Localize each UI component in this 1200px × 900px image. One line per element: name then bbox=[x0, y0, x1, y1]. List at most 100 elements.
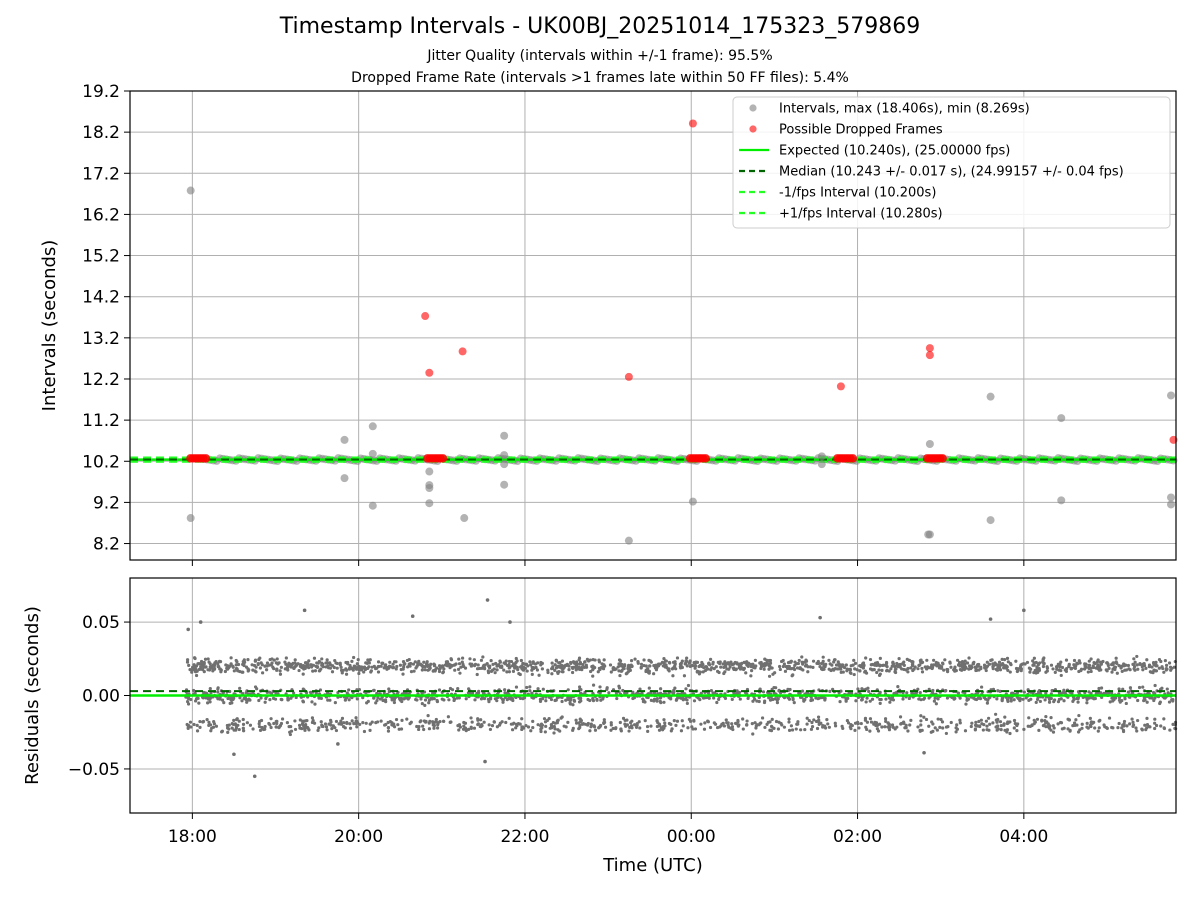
residual-point bbox=[571, 660, 576, 664]
residual-point bbox=[358, 666, 363, 670]
residual-point bbox=[699, 691, 703, 695]
residual-point bbox=[286, 668, 290, 672]
residual-point bbox=[987, 716, 991, 720]
residual-point bbox=[1028, 670, 1032, 674]
residual-point bbox=[505, 698, 509, 702]
residual-point bbox=[655, 719, 659, 723]
residual-point bbox=[853, 728, 857, 733]
residual-point bbox=[877, 668, 881, 672]
residual-point bbox=[652, 691, 657, 695]
residual-point bbox=[712, 667, 716, 671]
residual-point bbox=[875, 727, 879, 731]
residual-point bbox=[964, 702, 968, 706]
residual-point bbox=[218, 667, 222, 671]
residual-point bbox=[228, 701, 232, 705]
residual-point bbox=[1055, 667, 1059, 671]
residual-point bbox=[780, 723, 784, 727]
residual-point bbox=[1167, 700, 1172, 704]
residual-point bbox=[770, 725, 774, 729]
dropped-frame-point bbox=[925, 344, 934, 353]
residual-point bbox=[539, 663, 543, 667]
residual-point bbox=[753, 658, 757, 663]
residual-point bbox=[675, 656, 680, 660]
residual-point bbox=[1145, 658, 1149, 662]
residual-point bbox=[641, 697, 645, 701]
interval-outlier-point bbox=[624, 536, 633, 545]
residual-point bbox=[435, 726, 440, 730]
residual-point bbox=[938, 664, 942, 669]
residual-point bbox=[807, 718, 811, 723]
residual-point bbox=[470, 720, 474, 724]
residual-point bbox=[841, 726, 845, 731]
residual-point bbox=[222, 701, 226, 705]
residual-point bbox=[209, 729, 213, 733]
residual-point bbox=[984, 668, 988, 673]
residual-point bbox=[844, 696, 848, 701]
residual-point bbox=[991, 667, 995, 671]
residual-point bbox=[911, 668, 915, 673]
residual-point bbox=[1136, 698, 1140, 703]
residual-point bbox=[357, 671, 361, 676]
residual-point bbox=[662, 718, 666, 722]
residual-point bbox=[1137, 685, 1142, 690]
residual-point bbox=[601, 667, 606, 671]
residual-point bbox=[401, 659, 406, 664]
residual-point bbox=[340, 716, 345, 721]
dropped-cluster-point bbox=[701, 454, 710, 463]
residual-point bbox=[581, 722, 585, 726]
residual-point bbox=[617, 669, 621, 673]
residual-point bbox=[746, 664, 750, 668]
residual-point bbox=[895, 725, 899, 729]
residual-point bbox=[1116, 726, 1120, 730]
residual-point bbox=[541, 687, 545, 691]
residual-point bbox=[827, 658, 831, 662]
residual-point bbox=[399, 727, 404, 731]
residual-point bbox=[186, 699, 190, 704]
residual-point bbox=[574, 718, 578, 722]
residual-point bbox=[1056, 664, 1060, 668]
residual-point bbox=[1084, 665, 1088, 669]
legend-label: Median (10.243 +/- 0.017 s), (24.99157 +… bbox=[779, 165, 1124, 180]
residual-point bbox=[850, 723, 854, 728]
residual-point bbox=[922, 715, 926, 719]
residual-point bbox=[186, 702, 191, 706]
residual-point bbox=[949, 665, 953, 669]
residual-point bbox=[790, 728, 795, 732]
residual-point bbox=[343, 698, 347, 702]
residual-point bbox=[457, 662, 462, 666]
residual-point bbox=[808, 665, 813, 669]
residual-point bbox=[819, 721, 823, 725]
residual-point bbox=[238, 686, 242, 690]
residual-point bbox=[355, 662, 359, 666]
residual-point bbox=[390, 723, 394, 727]
residual-point bbox=[590, 718, 595, 722]
residual-point bbox=[868, 699, 872, 703]
residual-point bbox=[576, 666, 580, 671]
residual-point bbox=[308, 690, 313, 694]
residual-point bbox=[1088, 716, 1092, 720]
residual-point bbox=[589, 725, 593, 729]
residual-point bbox=[931, 688, 935, 693]
residual-point bbox=[884, 719, 888, 723]
residual-point bbox=[237, 719, 241, 723]
residual-point bbox=[671, 674, 675, 678]
residual-point bbox=[1072, 697, 1076, 702]
interval-outlier-point bbox=[688, 497, 697, 506]
interval-outlier-point bbox=[500, 431, 509, 440]
residual-point bbox=[979, 718, 983, 722]
residual-point bbox=[1157, 658, 1162, 662]
residual-point bbox=[578, 661, 583, 665]
residual-point bbox=[325, 728, 329, 732]
residual-point bbox=[312, 656, 317, 660]
residual-point bbox=[974, 723, 978, 728]
residual-point bbox=[648, 664, 652, 668]
residual-point bbox=[323, 722, 328, 726]
residual-point bbox=[549, 697, 554, 702]
residual-point bbox=[371, 688, 376, 693]
residual-point bbox=[932, 699, 936, 703]
residual-point bbox=[574, 662, 578, 666]
residual-point bbox=[735, 689, 739, 693]
residual-point bbox=[1105, 661, 1109, 665]
residual-point bbox=[670, 667, 675, 671]
residual-point bbox=[901, 697, 905, 701]
